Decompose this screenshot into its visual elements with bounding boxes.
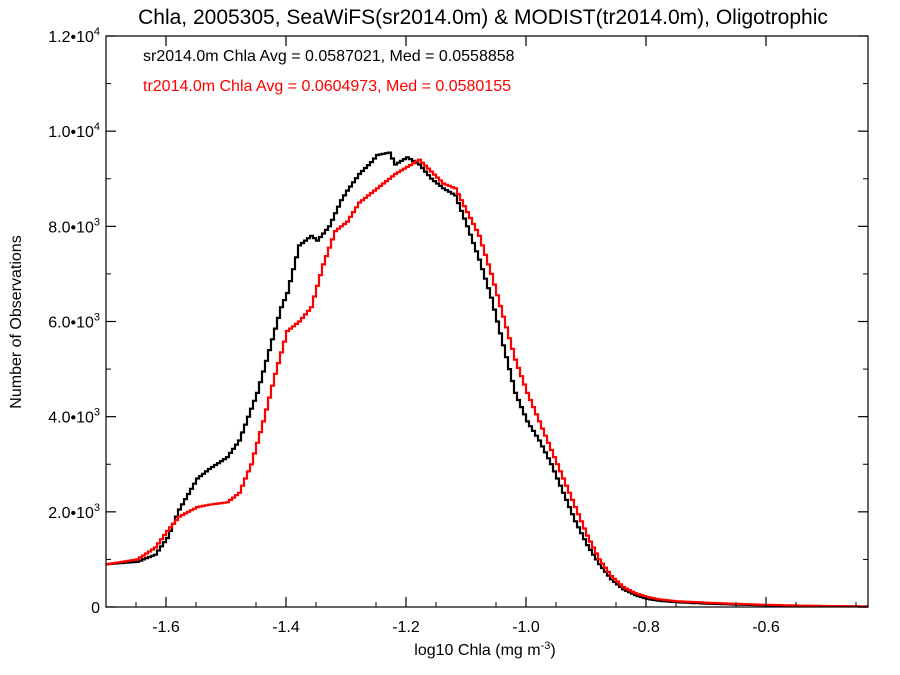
x-axis-label-main: log10 Chla (mg m bbox=[414, 642, 540, 659]
series-line-1 bbox=[106, 158, 868, 608]
annotation-sr: sr2014.0m Chla Avg = 0.0587021, Med = 0.… bbox=[143, 48, 515, 65]
x-tick-label-5: -0.6 bbox=[752, 619, 780, 636]
x-axis-label: log10 Chla (mg m-3) bbox=[414, 640, 555, 659]
x-tick-label-4: -0.8 bbox=[632, 619, 660, 636]
series-line-0 bbox=[106, 151, 868, 608]
y-axis-label: Number of Observations bbox=[8, 235, 25, 408]
x-tick-label-2: -1.2 bbox=[392, 619, 420, 636]
x-tick-label-3: -1.0 bbox=[512, 619, 540, 636]
y-tick-label-0: 0 bbox=[91, 600, 100, 617]
series-layer bbox=[106, 151, 868, 608]
x-tick-label-1: -1.4 bbox=[272, 619, 300, 636]
x-axis-label-close: ) bbox=[550, 642, 555, 659]
x-axis-label-superscript: -3 bbox=[541, 640, 551, 652]
y-tick-label-6: 1.2•104 bbox=[48, 26, 100, 46]
y-tick-label-4: 8.0•103 bbox=[48, 216, 100, 236]
y-tick-label-2: 4.0•103 bbox=[48, 407, 100, 427]
y-tick-label-5: 1.0•104 bbox=[48, 121, 100, 141]
chart-title: Chla, 2005305, SeaWiFS(sr2014.0m) & MODI… bbox=[138, 6, 828, 29]
annotation-tr: tr2014.0m Chla Avg = 0.0604973, Med = 0.… bbox=[143, 78, 511, 95]
plot-frame bbox=[105, 35, 869, 608]
x-tick-label-0: -1.6 bbox=[152, 619, 180, 636]
y-tick-label-3: 6.0•103 bbox=[48, 312, 100, 332]
ticks-layer: -1.6 -1.4 -1.2 -1.0 -0.8 -0.6 0 2.0•103 4.0•103 6… bbox=[48, 26, 868, 636]
y-tick-label-1: 2.0•103 bbox=[48, 502, 100, 522]
